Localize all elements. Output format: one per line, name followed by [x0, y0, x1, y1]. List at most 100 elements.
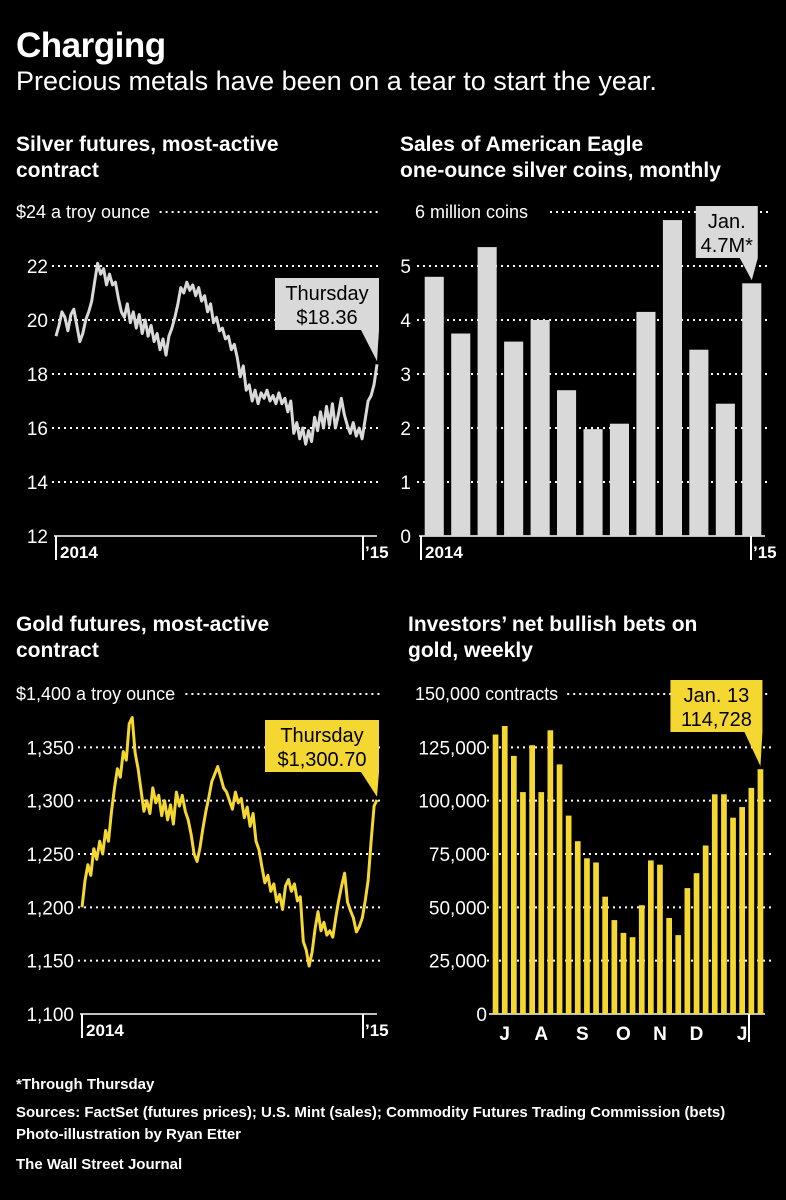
gold-net-bullish-bets-bar	[547, 730, 554, 1014]
gold-net-bullish-bets-bar	[629, 937, 636, 1014]
silver-eagle-sales-ytick-label: 1	[400, 473, 411, 494]
silver-eagle-sales-bar	[715, 403, 735, 536]
gold-futures-callout-text: $1,300.70	[278, 749, 367, 771]
gold-futures-title-line-2: contract	[16, 639, 99, 662]
gold-net-bullish-bets-bar	[511, 755, 517, 1014]
silver-eagle-sales-bar	[742, 283, 762, 536]
sources-note: Sources: FactSet (futures prices); U.S. …	[16, 1104, 726, 1121]
silver-eagle-sales-ytick-label: 5	[400, 257, 411, 278]
silver-coin-sales-title-line-2: one-ounce silver coins, monthly	[400, 159, 721, 182]
silver-eagle-sales-ytick-label: 0	[400, 527, 411, 548]
gold-net-bullish-bets-bar	[748, 787, 755, 1014]
silver-eagle-sales-bar	[451, 333, 471, 536]
silver-eagle-sales-bar	[583, 429, 603, 536]
gold-net-bullish-bets-bar	[538, 792, 545, 1014]
chart-subtitle: Precious metals have been on a tear to s…	[16, 66, 657, 96]
silver-futures-callout-text: $18.36	[296, 307, 357, 329]
silver-eagle-sales-callout-pointer	[739, 258, 758, 281]
silver-eagle-sales-bar	[662, 220, 682, 536]
gold-net-bullish-bets-bar	[611, 920, 618, 1014]
silver-eagle-sales-ytick-label: 4	[400, 311, 411, 332]
footnote: *Through Thursday	[16, 1076, 155, 1093]
gold-net-bullish-bets-bar	[638, 905, 645, 1014]
silver-eagle-sales-unit-label: 6 million coins	[415, 202, 528, 222]
gold-net-bullish-bets-bar	[648, 860, 654, 1014]
silver-futures-ytick-label: 20	[27, 311, 48, 332]
silver-futures-ytick-label: 12	[27, 527, 48, 548]
silver-futures-xtick-label: ’15	[365, 543, 389, 562]
gold-bets-title-line-1: Investors’ net bullish bets on	[408, 613, 698, 636]
gold-futures-ytick-label: 1,200	[26, 898, 74, 919]
gold-futures-ytick-label: 1,100	[26, 1005, 74, 1026]
gold-futures-title-line-1: Gold futures, most-active	[16, 613, 270, 636]
publisher-credit: The Wall Street Journal	[16, 1156, 183, 1173]
gold-net-bullish-bets-bar	[620, 932, 627, 1014]
gold-net-bullish-bets-callout-pointer	[744, 732, 763, 767]
gold-net-bullish-bets-bar	[520, 792, 526, 1014]
silver-eagle-sales-callout-text: 4.7M*	[701, 235, 753, 257]
gold-net-bullish-bets-bar	[574, 841, 581, 1014]
gold-net-bullish-bets-xtick-label: J	[737, 1024, 748, 1045]
gold-net-bullish-bets-xtick-label: N	[653, 1024, 667, 1045]
gold-net-bullish-bets-ytick-label: 50,000	[429, 898, 487, 919]
silver-futures-callout-box	[275, 278, 379, 330]
gold-futures-callout-box	[265, 720, 379, 772]
gold-futures-xtick-label: ’15	[365, 1021, 389, 1040]
gold-net-bullish-bets-bar	[666, 918, 672, 1014]
silver-eagle-sales-callout-text: Jan.	[708, 211, 746, 233]
gold-net-bullish-bets-bar	[492, 734, 499, 1014]
gold-net-bullish-bets-bar	[721, 794, 727, 1014]
gold-net-bullish-bets-xtick-label: J	[499, 1024, 510, 1045]
gold-futures-callout-pointer	[361, 772, 379, 797]
silver-futures-xtick-label: 2014	[60, 543, 98, 562]
gold-net-bullish-bets-bar	[565, 815, 572, 1014]
gold-net-bullish-bets-bar	[684, 888, 691, 1014]
gold-futures-chart: 1,100 1,150 1,200 1,250 1,300 1,350 $1,400 a t…	[16, 684, 389, 1040]
gold-net-bullish-bets-ytick-label: 100,000	[418, 792, 487, 813]
gold-futures-ytick-label: 1,350	[26, 738, 74, 759]
silver-futures-unit-label: $24 a troy ounce	[16, 202, 150, 222]
silver-futures-callout-text: Thursday	[285, 283, 368, 305]
gold-net-bullish-bets-bar	[757, 769, 764, 1014]
photo-credit: Photo-illustration by Ryan Etter	[16, 1126, 242, 1143]
gold-net-bullish-bets-bar	[739, 807, 745, 1014]
silver-eagle-sales-ytick-label: 2	[400, 419, 411, 440]
silver-futures-series-line	[54, 261, 379, 446]
silver-eagle-sales-bar	[557, 390, 577, 536]
gold-net-bullish-bets-xtick-label: O	[616, 1024, 631, 1045]
silver-eagle-sales-callout-box	[695, 206, 758, 258]
gold-net-bullish-bets-bar	[556, 764, 563, 1014]
gold-net-bullish-bets-xtick-label: A	[534, 1024, 548, 1045]
silver-eagle-sales-bar	[424, 276, 444, 536]
silver-eagle-sales-bar	[689, 349, 709, 536]
gold-futures-xtick-label: 2014	[86, 1021, 124, 1040]
gold-net-bullish-bets-bar	[657, 864, 663, 1014]
gold-net-bullish-bets-bar	[702, 845, 709, 1014]
gold-bets-title-line-2: gold, weekly	[408, 639, 533, 662]
silver-futures-ytick-label: 16	[27, 419, 48, 440]
silver-futures-title-line-2: contract	[16, 159, 99, 182]
gold-net-bullish-bets-bar	[675, 935, 682, 1014]
gold-bets-chart: 0 25,000 50,000 75,000 100,000 125,000 150,000…	[415, 680, 771, 1045]
silver-eagle-sales-ytick-label: 3	[400, 365, 411, 386]
gold-net-bullish-bets-callout-text: Jan. 13	[684, 685, 750, 707]
gold-net-bullish-bets-ytick-label: 125,000	[418, 738, 487, 759]
gold-futures-ytick-label: 1,300	[26, 792, 74, 813]
gold-net-bullish-bets-xtick-label: D	[690, 1024, 704, 1045]
gold-net-bullish-bets-bar	[529, 745, 535, 1014]
silver-eagle-sales-bar	[636, 311, 656, 536]
gold-net-bullish-bets-bar	[730, 817, 736, 1014]
gold-net-bullish-bets-bar	[711, 794, 718, 1014]
gold-net-bullish-bets-bar	[501, 726, 508, 1014]
silver-coin-sales-title-line-1: Sales of American Eagle	[400, 133, 644, 156]
gold-futures-series-line	[80, 716, 379, 968]
silver-futures-ytick-label: 14	[27, 473, 49, 494]
gold-net-bullish-bets-bar	[693, 873, 700, 1014]
chart-title: Charging	[16, 26, 166, 65]
gold-futures-ytick-label: 1,150	[26, 952, 74, 973]
silver-futures-ytick-label: 18	[27, 365, 48, 386]
silver-futures-ytick-label: 22	[27, 257, 48, 278]
silver-eagle-sales-bar	[530, 320, 550, 536]
silver-eagle-sales-xtick-label: 2014	[425, 543, 463, 562]
gold-futures-ytick-label: 1,250	[26, 845, 74, 866]
